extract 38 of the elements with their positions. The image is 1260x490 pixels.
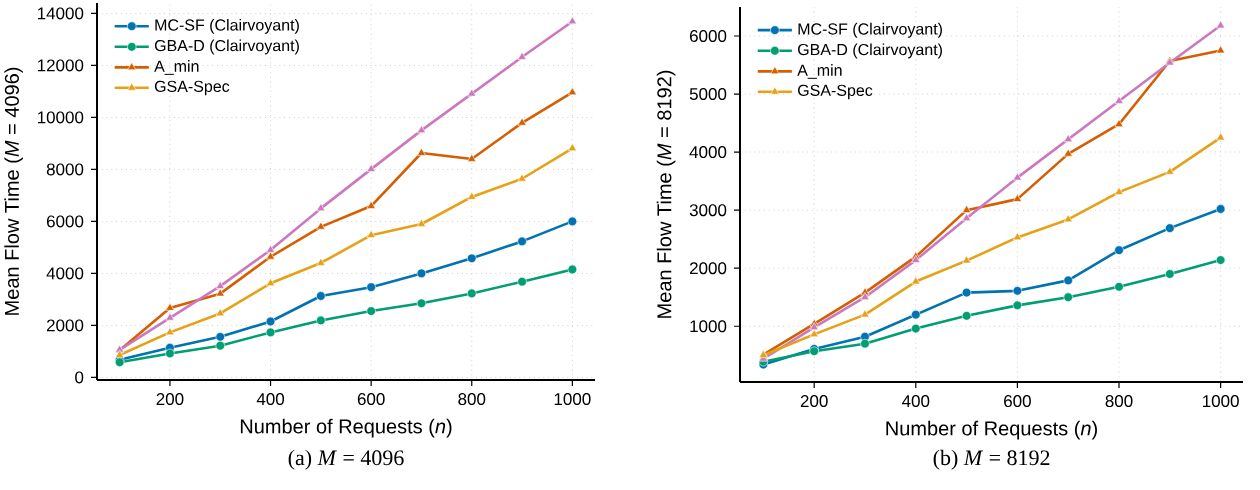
x-tick-label: 600 <box>357 393 385 406</box>
y-tick-label: 2000 <box>689 262 727 275</box>
legend-label: MC-SF (Clairvoyant) <box>155 18 299 34</box>
y-tick-label: 4000 <box>689 146 727 159</box>
x-tick-label: 1000 <box>554 393 591 406</box>
text: (a) M = 4096 <box>288 449 404 470</box>
x-axis-title: Number of Requests (n) <box>240 418 452 438</box>
y-tick-label: 4000 <box>46 267 84 280</box>
x-tick-label: 1000 <box>1203 395 1239 408</box>
x-tick-label: 400 <box>256 393 285 406</box>
legend-label: MC-SF (Clairvoyant) <box>798 22 942 38</box>
x-tick-label: 800 <box>1105 395 1133 408</box>
x-tick-label: 600 <box>1004 395 1031 408</box>
y-tick-label: 8000 <box>46 163 84 176</box>
x-axis-title: Number of Requests (n) <box>886 420 1097 440</box>
y-axis-title: Mean Flow Time (M = 4096) <box>4 67 23 315</box>
legend-label: GBA-D (Clairvoyant) <box>154 39 299 55</box>
x-tick-label: 200 <box>156 393 184 406</box>
y-tick-label: 10000 <box>37 111 84 124</box>
y-tick-label: 1000 <box>690 320 727 333</box>
legend-label: GSA-Spec <box>798 84 873 100</box>
x-tick-label: 200 <box>800 395 828 408</box>
y-tick-label: 12000 <box>37 59 84 72</box>
legend-label: A_min <box>154 60 199 75</box>
legend-label: A_min <box>797 64 842 79</box>
y-tick-label: 3000 <box>689 204 727 217</box>
y-tick-label: 6000 <box>689 30 727 43</box>
y-tick-label: 0 <box>75 371 84 384</box>
y-tick-label: 2000 <box>46 319 84 332</box>
y-tick-label: 14000 <box>37 7 84 20</box>
text: (b) M = 8192 <box>933 449 1050 470</box>
legend-label: GBA-D (Clairvoyant) <box>798 43 942 59</box>
x-tick-label: 400 <box>901 395 930 408</box>
legend-label: GSA-Spec <box>154 80 230 96</box>
y-tick-label: 6000 <box>47 215 84 228</box>
y-axis-title: Mean Flow Time (M = 8192) <box>656 70 676 318</box>
y-tick-label: 5000 <box>689 88 727 101</box>
x-tick-label: 800 <box>458 393 486 406</box>
